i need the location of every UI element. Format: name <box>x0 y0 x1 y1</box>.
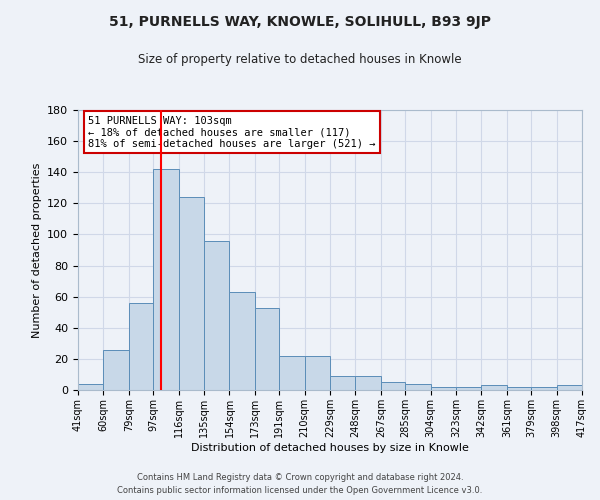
Text: Contains public sector information licensed under the Open Government Licence v3: Contains public sector information licen… <box>118 486 482 495</box>
Bar <box>103 350 129 390</box>
Bar <box>153 169 179 390</box>
Bar <box>381 382 405 390</box>
Bar <box>481 386 507 390</box>
Text: 51 PURNELLS WAY: 103sqm
← 18% of detached houses are smaller (117)
81% of semi-d: 51 PURNELLS WAY: 103sqm ← 18% of detache… <box>88 116 376 149</box>
Bar <box>355 376 381 390</box>
X-axis label: Distribution of detached houses by size in Knowle: Distribution of detached houses by size … <box>191 442 469 452</box>
Text: Size of property relative to detached houses in Knowle: Size of property relative to detached ho… <box>138 52 462 66</box>
Bar <box>531 387 557 390</box>
Text: Contains HM Land Registry data © Crown copyright and database right 2024.: Contains HM Land Registry data © Crown c… <box>137 472 463 482</box>
Bar <box>456 387 481 390</box>
Bar <box>557 386 582 390</box>
Bar <box>507 387 531 390</box>
Bar <box>279 356 305 390</box>
Bar <box>305 356 330 390</box>
Bar <box>229 292 255 390</box>
Text: 51, PURNELLS WAY, KNOWLE, SOLIHULL, B93 9JP: 51, PURNELLS WAY, KNOWLE, SOLIHULL, B93 … <box>109 15 491 29</box>
Bar <box>330 376 355 390</box>
Bar <box>129 303 153 390</box>
Bar <box>204 240 229 390</box>
Bar <box>405 384 431 390</box>
Bar <box>255 308 279 390</box>
Bar <box>78 384 103 390</box>
Y-axis label: Number of detached properties: Number of detached properties <box>32 162 41 338</box>
Bar <box>179 197 204 390</box>
Bar <box>431 387 456 390</box>
